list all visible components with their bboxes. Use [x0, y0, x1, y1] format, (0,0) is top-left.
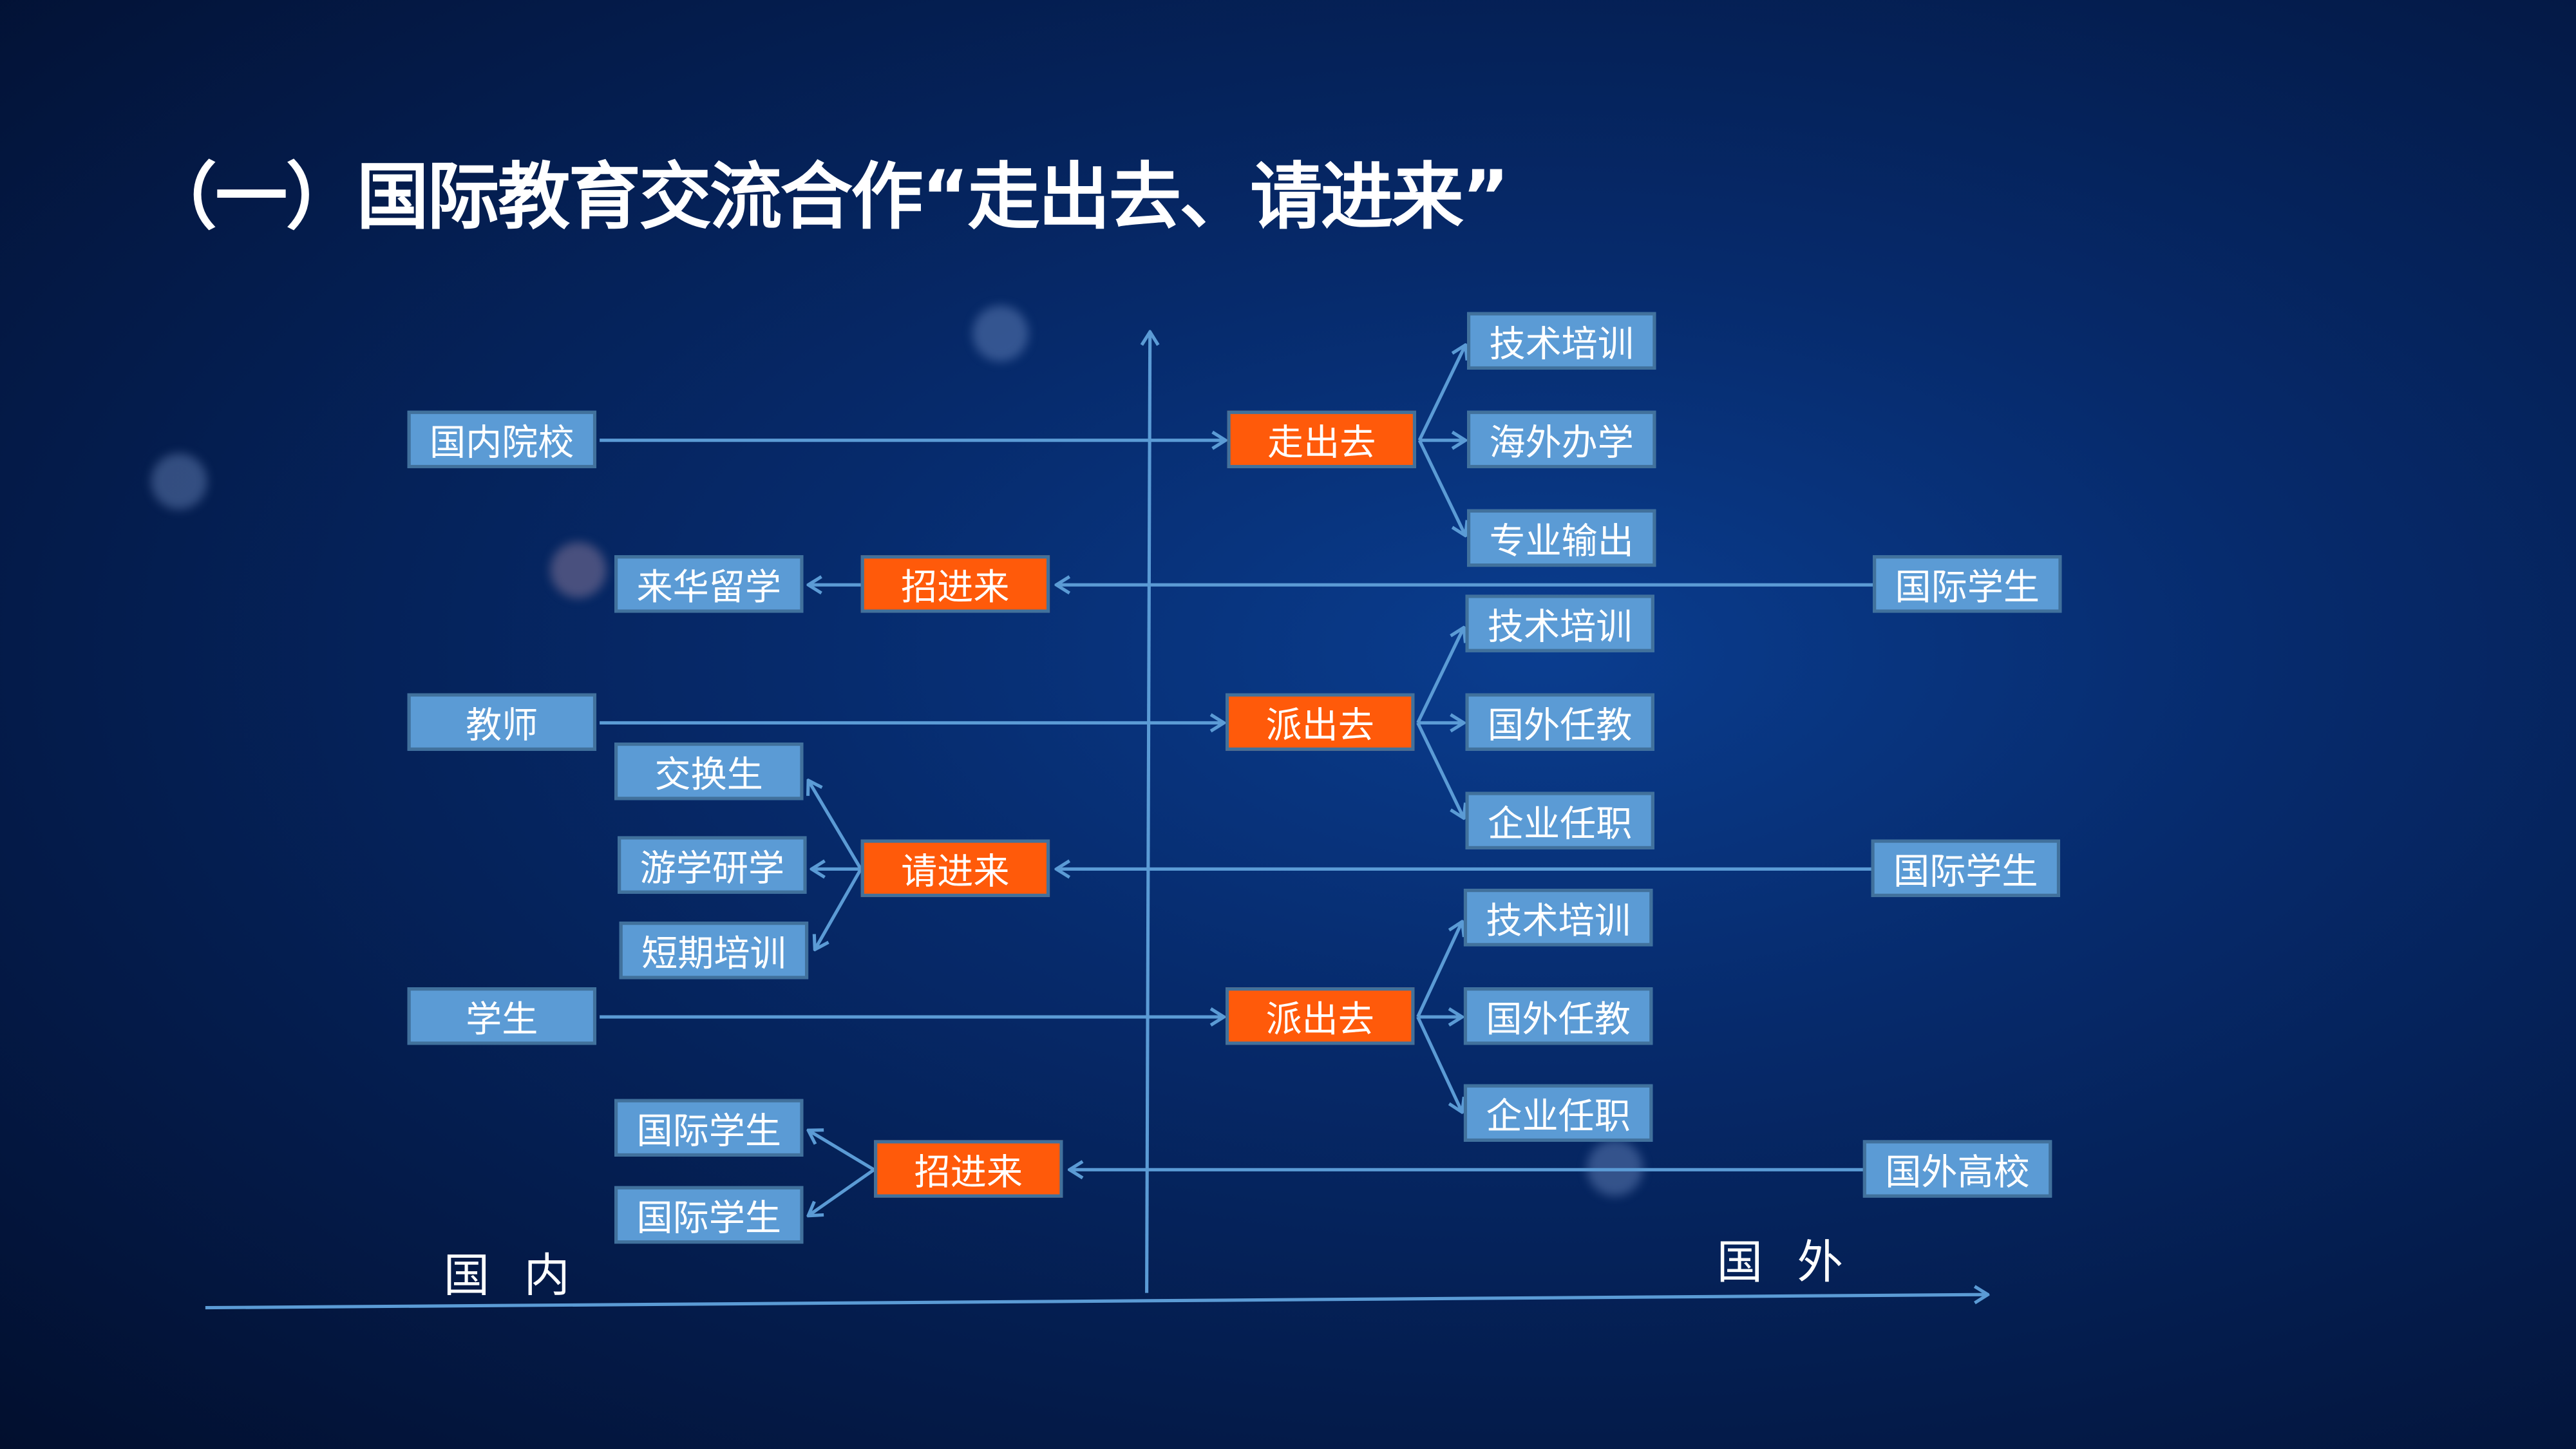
box-overseas-school: 海外办学: [1467, 410, 1656, 469]
box-enterprise-job: 企业任职: [1465, 791, 1654, 849]
page-title: （一）国际教育交流合作“走出去、请进来”: [144, 156, 1509, 240]
box-domestic-schools: 国内院校: [407, 410, 597, 469]
box-teach-abroad: 国外任教: [1465, 693, 1654, 751]
box-send-out: 派出去: [1226, 987, 1415, 1045]
box-enterprise-job: 企业任职: [1463, 1084, 1653, 1142]
box-intl-student: 国际学生: [614, 1099, 804, 1157]
label-domestic: 国 内: [443, 1248, 580, 1303]
decor-glow: [1587, 1140, 1643, 1197]
box-invite-in: 请进来: [860, 839, 1050, 897]
box-short-training: 短期培训: [619, 922, 809, 980]
vertical-axis: [1147, 332, 1150, 1293]
box-study-in-china: 来华留学: [614, 555, 804, 613]
box-recruit-in: 招进来: [874, 1140, 1063, 1198]
box-students: 学生: [407, 987, 597, 1045]
decor-glow: [972, 305, 1028, 362]
box-send-out: 派出去: [1226, 693, 1415, 751]
box-intl-student-source: 国际学生: [1873, 555, 2062, 613]
box-teachers: 教师: [407, 693, 597, 751]
decor-glow: [151, 453, 207, 509]
box-intl-student-source: 国际学生: [1871, 839, 2060, 897]
box-technical-training: 技术培训: [1463, 889, 1653, 947]
box-exchange-student: 交换生: [614, 743, 804, 800]
box-intl-student: 国际学生: [614, 1186, 804, 1244]
box-study-tour: 游学研学: [618, 836, 807, 894]
box-go-out: 走出去: [1227, 410, 1416, 469]
box-recruit-in: 招进来: [860, 555, 1050, 613]
box-technical-training: 技术培训: [1467, 312, 1656, 370]
box-program-export: 专业输出: [1467, 509, 1656, 567]
decor-glow: [550, 542, 607, 598]
box-technical-training: 技术培训: [1465, 594, 1654, 652]
horizontal-axis: [205, 1294, 1988, 1310]
box-teach-abroad: 国外任教: [1463, 987, 1653, 1045]
box-foreign-university: 国外高校: [1862, 1140, 2052, 1198]
label-foreign: 国 外: [1716, 1235, 1853, 1290]
